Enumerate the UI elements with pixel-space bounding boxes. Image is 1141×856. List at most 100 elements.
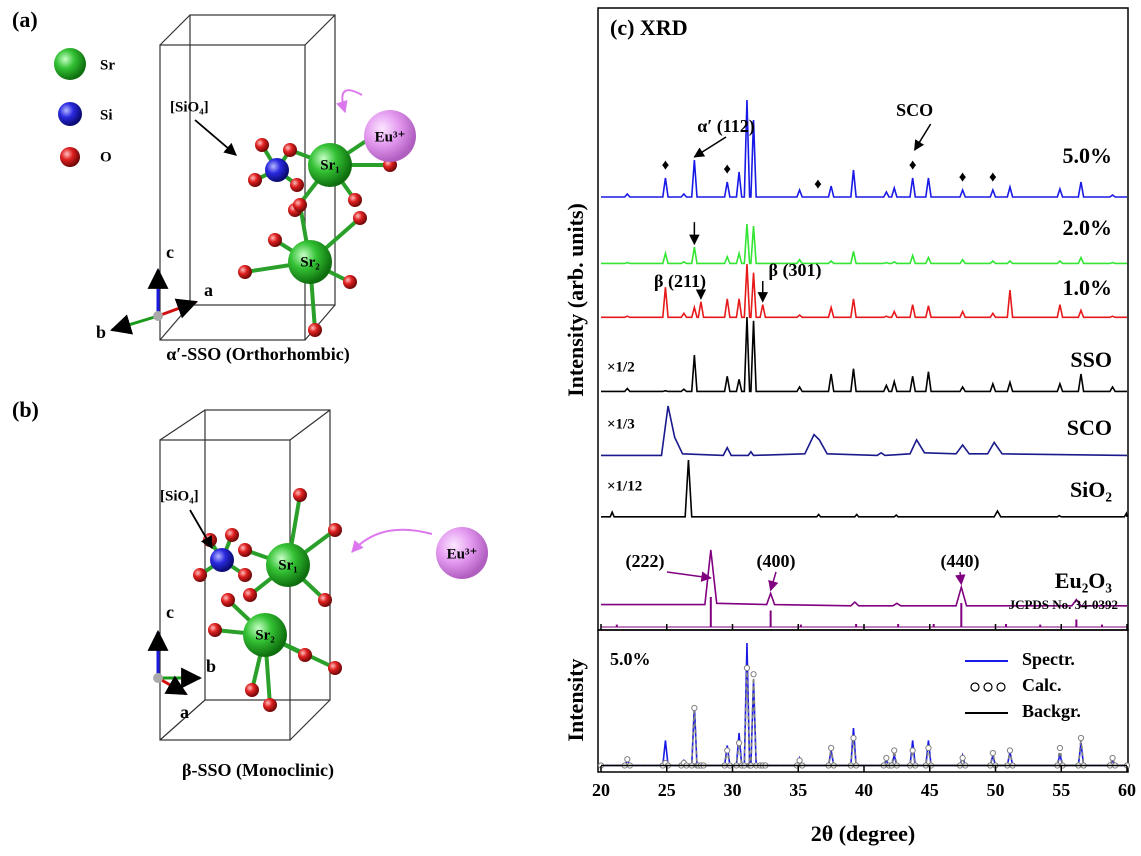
xrd-line (601, 406, 1127, 455)
panel-b: (b) Sr₁ Sr₂ Eu³⁺ [SiO₄] c b a β-SSO (Mon… (12, 397, 488, 781)
axis-label: a (180, 702, 189, 722)
peak-label: (440) (941, 551, 980, 572)
series-label: SiO₂ (1070, 477, 1112, 502)
axis-origin (153, 311, 163, 321)
atom-label: Sr₂ (300, 254, 320, 270)
atoms (193, 488, 488, 712)
x-tick-label: 55 (1052, 780, 1070, 800)
scale-label: ×1/2 (607, 359, 635, 375)
scale-label: ×1/12 (607, 478, 642, 494)
dopant-label: Eu³⁺ (375, 129, 406, 145)
legend-swatch (971, 683, 979, 691)
atom-label: Sr₁ (320, 157, 340, 173)
peak-marker: ♦ (959, 169, 967, 185)
series-label: 1.0% (1063, 275, 1113, 300)
legend-label: Backgr. (1022, 701, 1081, 721)
legend-o (60, 147, 80, 167)
dopant-arrow (342, 90, 362, 112)
xrd-line (601, 460, 1127, 517)
panel-a: (a) Sr Si O Sr₁ Sr₂ Eu³⁺ [SiO₄] c b a α′… (12, 7, 416, 365)
calc-point (926, 745, 931, 750)
peak-marker: ♦ (723, 161, 731, 177)
legend-swatch (984, 683, 992, 691)
panel-label: (a) (12, 7, 38, 32)
peak-marker: ♦ (662, 157, 670, 173)
legend-label: Spectr. (1022, 649, 1075, 669)
peak-arrow (771, 572, 776, 590)
series-label: SCO (1067, 415, 1112, 440)
chart-title: (c) XRD (610, 15, 688, 40)
xrd-line (601, 317, 1127, 391)
peak-label: β (301) (769, 260, 822, 281)
x-tick-label: 25 (658, 780, 676, 800)
calc-point (751, 672, 756, 677)
series-label: SSO (1070, 347, 1112, 372)
calc-point (1057, 745, 1062, 750)
arrow (195, 120, 236, 155)
peak-label: (222) (626, 551, 665, 572)
calc-point (744, 665, 749, 670)
atom-label: Sr₂ (255, 627, 275, 643)
annotation-arrow (915, 124, 931, 150)
peak-marker: ♦ (909, 157, 917, 173)
calc-point (1110, 755, 1115, 760)
legend-text: Si (100, 107, 113, 123)
group-label: [SiO₄] (170, 99, 209, 115)
calc-point (692, 705, 697, 710)
xrd-line (601, 224, 1127, 263)
peak-arrow (667, 572, 711, 578)
group-label: [SiO₄] (160, 488, 199, 504)
calc-point (990, 750, 995, 755)
scale-label: ×1/3 (607, 416, 635, 432)
arrow (190, 510, 212, 548)
peak-marker: ♦ (989, 169, 997, 185)
axis-label: c (166, 602, 174, 622)
calc-point (960, 755, 965, 760)
x-tick-label: 20 (592, 780, 610, 800)
axis-origin (153, 673, 163, 683)
legend-text: Sr (100, 57, 115, 73)
peak-label: (400) (757, 551, 796, 572)
axis-label: a (204, 280, 213, 300)
x-tick-label: 35 (789, 780, 807, 800)
legend-sr (54, 48, 86, 80)
page: (a) Sr Si O Sr₁ Sr₂ Eu³⁺ [SiO₄] c b a α′… (0, 0, 1141, 856)
y-axis-label: Intensity (563, 658, 588, 741)
x-tick-label: 30 (724, 780, 742, 800)
atom-label: Sr₁ (278, 557, 298, 573)
calc-point (1007, 748, 1012, 753)
x-tick-label: 40 (855, 780, 873, 800)
calc-point (736, 740, 741, 745)
peak-marker: ♦ (814, 176, 822, 192)
xrd-line (601, 100, 1127, 197)
x-tick-label: 50 (987, 780, 1005, 800)
x-tick-label: 45 (921, 780, 939, 800)
series-label: Eu₂O₃ (1055, 568, 1113, 593)
x-axis-label: 2θ (degree) (811, 821, 916, 846)
plot-frame (598, 8, 1128, 630)
annotation: SCO (896, 100, 933, 120)
y-axis-label: Intensity (arb. units) (563, 203, 588, 397)
series-label: 5.0% (1063, 143, 1113, 168)
dopant-arrow (352, 530, 432, 552)
x-tick-label: 60 (1118, 780, 1136, 800)
dopant-label: Eu³⁺ (447, 546, 478, 562)
calc-point (829, 745, 834, 750)
caption: α′-SSO (Orthorhombic) (166, 344, 350, 365)
panel-label: (b) (12, 397, 39, 422)
calc-point (892, 748, 897, 753)
axis-label: b (206, 656, 216, 676)
caption: β-SSO (Monoclinic) (182, 760, 334, 781)
figure: (a) Sr Si O Sr₁ Sr₂ Eu³⁺ [SiO₄] c b a α′… (0, 0, 1141, 856)
axis-b (112, 316, 158, 330)
unit-cell (160, 15, 335, 340)
axis-a (158, 302, 196, 316)
calc-point (1078, 735, 1083, 740)
peak-arrow (960, 572, 961, 584)
peak-arrow (694, 137, 726, 157)
calc-point (884, 755, 889, 760)
calc-point (910, 748, 915, 753)
calc-point (625, 757, 630, 762)
legend-swatch (997, 683, 1005, 691)
panel-note: 5.0% (610, 649, 651, 669)
